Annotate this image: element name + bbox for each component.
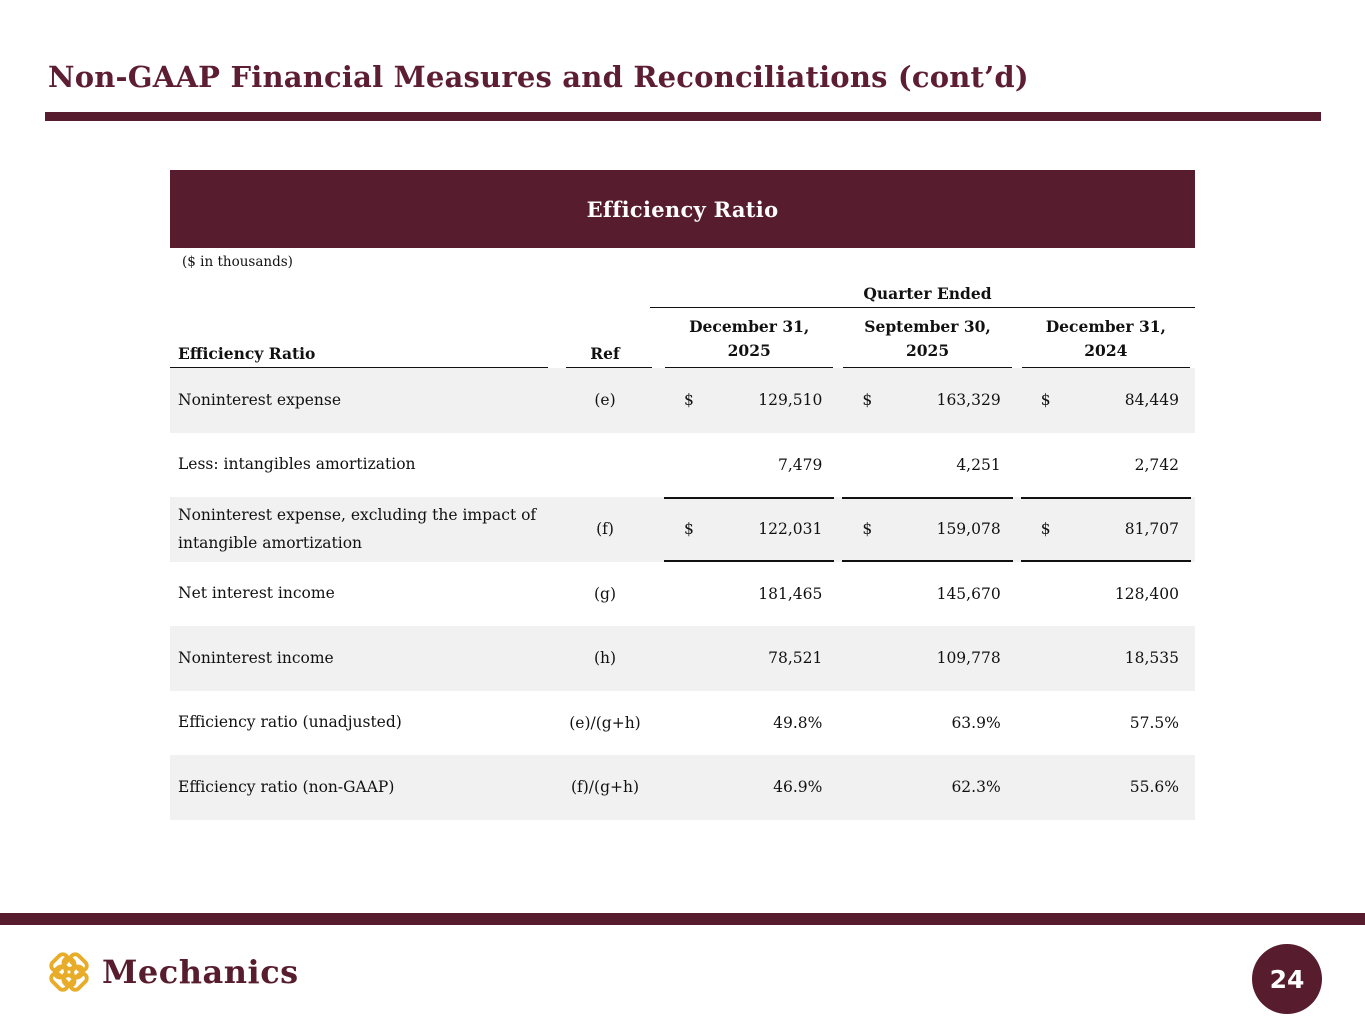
currency-symbol: $ [684,520,694,539]
value: 63.9% [951,713,1001,732]
group-header-row: Quarter Ended [170,276,1195,308]
table-row: Efficiency ratio (unadjusted) (e)/(g+h) … [170,691,1195,756]
row-ref: (f) [596,520,614,539]
value: 4,251 [956,455,1001,474]
table-row: Noninterest expense, excluding the impac… [170,497,1195,562]
period-2-date: September 30, [864,316,991,336]
page-number-badge: 24 [1252,944,1322,1014]
row-value-cell: 2,742 [1017,433,1195,498]
row-value-cell: 128,400 [1017,562,1195,627]
row-value-cell: 49.8% [660,691,838,756]
value: 55.6% [1129,778,1179,797]
row-value-cell: 78,521 [660,626,838,691]
period-3-year: 2024 [1084,340,1128,360]
row-value-cell: 7,479 [660,433,838,498]
currency-symbol: $ [862,520,873,539]
row-value-cell: $81,707 [1017,497,1195,562]
page-title: Non-GAAP Financial Measures and Reconcil… [48,60,1029,94]
row-value-cell: 18,535 [1017,626,1195,691]
value: 159,078 [936,520,1001,539]
value: 128,400 [1114,584,1179,603]
value: 109,778 [936,649,1001,668]
row-value-cell: 55.6% [1017,755,1195,820]
row-value-cell: $122,031 [660,497,838,562]
row-label: Net interest income [178,584,335,603]
row-value-cell: 181,465 [660,562,838,627]
column-header-row: Efficiency Ratio Ref December 31, 2025 S… [170,308,1195,368]
units-note: ($ in thousands) [182,254,293,270]
row-label: Efficiency ratio (unadjusted) [178,713,402,732]
value: 46.9% [773,778,823,797]
row-value-cell: 46.9% [660,755,838,820]
footer-divider-bar [0,913,1365,925]
row-value-cell: 63.9% [838,691,1016,756]
title-underline-rule [45,112,1321,121]
value: 129,510 [758,391,823,410]
value: 163,329 [936,391,1001,410]
row-value-cell: $129,510 [660,368,838,433]
logo-wordmark: Mechanics [102,953,299,991]
spacer [170,276,550,308]
value: 81,707 [1124,520,1179,539]
row-value-cell: $84,449 [1017,368,1195,433]
column-header-period-3: December 31, 2024 [1017,308,1195,368]
row-ref: (f)/(g+h) [570,778,640,797]
row-label: Noninterest income [178,648,334,667]
period-1-date: December 31, [689,316,810,336]
value: 84,449 [1124,391,1179,410]
value: 122,031 [758,520,823,539]
currency-symbol: $ [862,391,873,410]
row-ref: (e)/(g+h) [569,713,641,732]
value: 49.8% [773,713,823,732]
column-header-label: Efficiency Ratio [170,308,550,368]
value: 7,479 [778,455,823,474]
row-ref [550,433,660,498]
period-3-date: December 31, [1045,316,1166,336]
row-ref: (g) [593,584,617,603]
table-row: Net interest income (g) 181,465 145,670 … [170,562,1195,627]
table-row: Noninterest income (h) 78,521 109,778 18… [170,626,1195,691]
value: 62.3% [951,778,1001,797]
row-label: Efficiency ratio (non-GAAP) [178,777,395,796]
row-value-cell: $163,329 [838,368,1016,433]
value: 18,535 [1124,649,1179,668]
column-header-period-1: December 31, 2025 [660,308,838,368]
period-2-year: 2025 [905,340,950,360]
row-ref: (h) [593,649,617,668]
row-label: Noninterest expense [178,390,342,409]
spacer [550,276,660,308]
row-value-cell: 62.3% [838,755,1016,820]
row-ref: (e) [594,391,616,410]
mechanics-weave-icon [49,952,89,992]
table-banner: Efficiency Ratio [170,170,1195,248]
value: 78,521 [768,649,823,668]
currency-symbol: $ [684,391,694,410]
column-header-period-2: September 30, 2025 [838,308,1016,368]
row-value-cell: 4,251 [838,433,1016,498]
value: 57.5% [1129,713,1179,732]
currency-symbol: $ [1040,520,1051,539]
row-value-cell: 109,778 [838,626,1016,691]
company-logo: Mechanics [46,948,299,996]
period-1-year: 2025 [727,340,771,360]
row-value-cell: 145,670 [838,562,1016,627]
row-label: Less: intangibles amortization [178,455,416,474]
row-value-cell: $159,078 [838,497,1016,562]
value: 2,742 [1134,455,1179,474]
value: 181,465 [758,584,823,603]
table-row: Noninterest expense (e) $129,510 $163,32… [170,368,1195,433]
column-header-ref: Ref [550,308,660,368]
table-row: Efficiency ratio (non-GAAP) (f)/(g+h) 46… [170,755,1195,820]
row-label: Noninterest expense, excluding the impac… [178,505,537,553]
value: 145,670 [936,584,1001,603]
group-header-quarter-ended: Quarter Ended [650,276,1195,308]
efficiency-ratio-table: Efficiency Ratio ($ in thousands) Quarte… [170,170,1195,820]
table-row: Less: intangibles amortization 7,479 4,2… [170,433,1195,498]
currency-symbol: $ [1040,391,1051,410]
row-value-cell: 57.5% [1017,691,1195,756]
